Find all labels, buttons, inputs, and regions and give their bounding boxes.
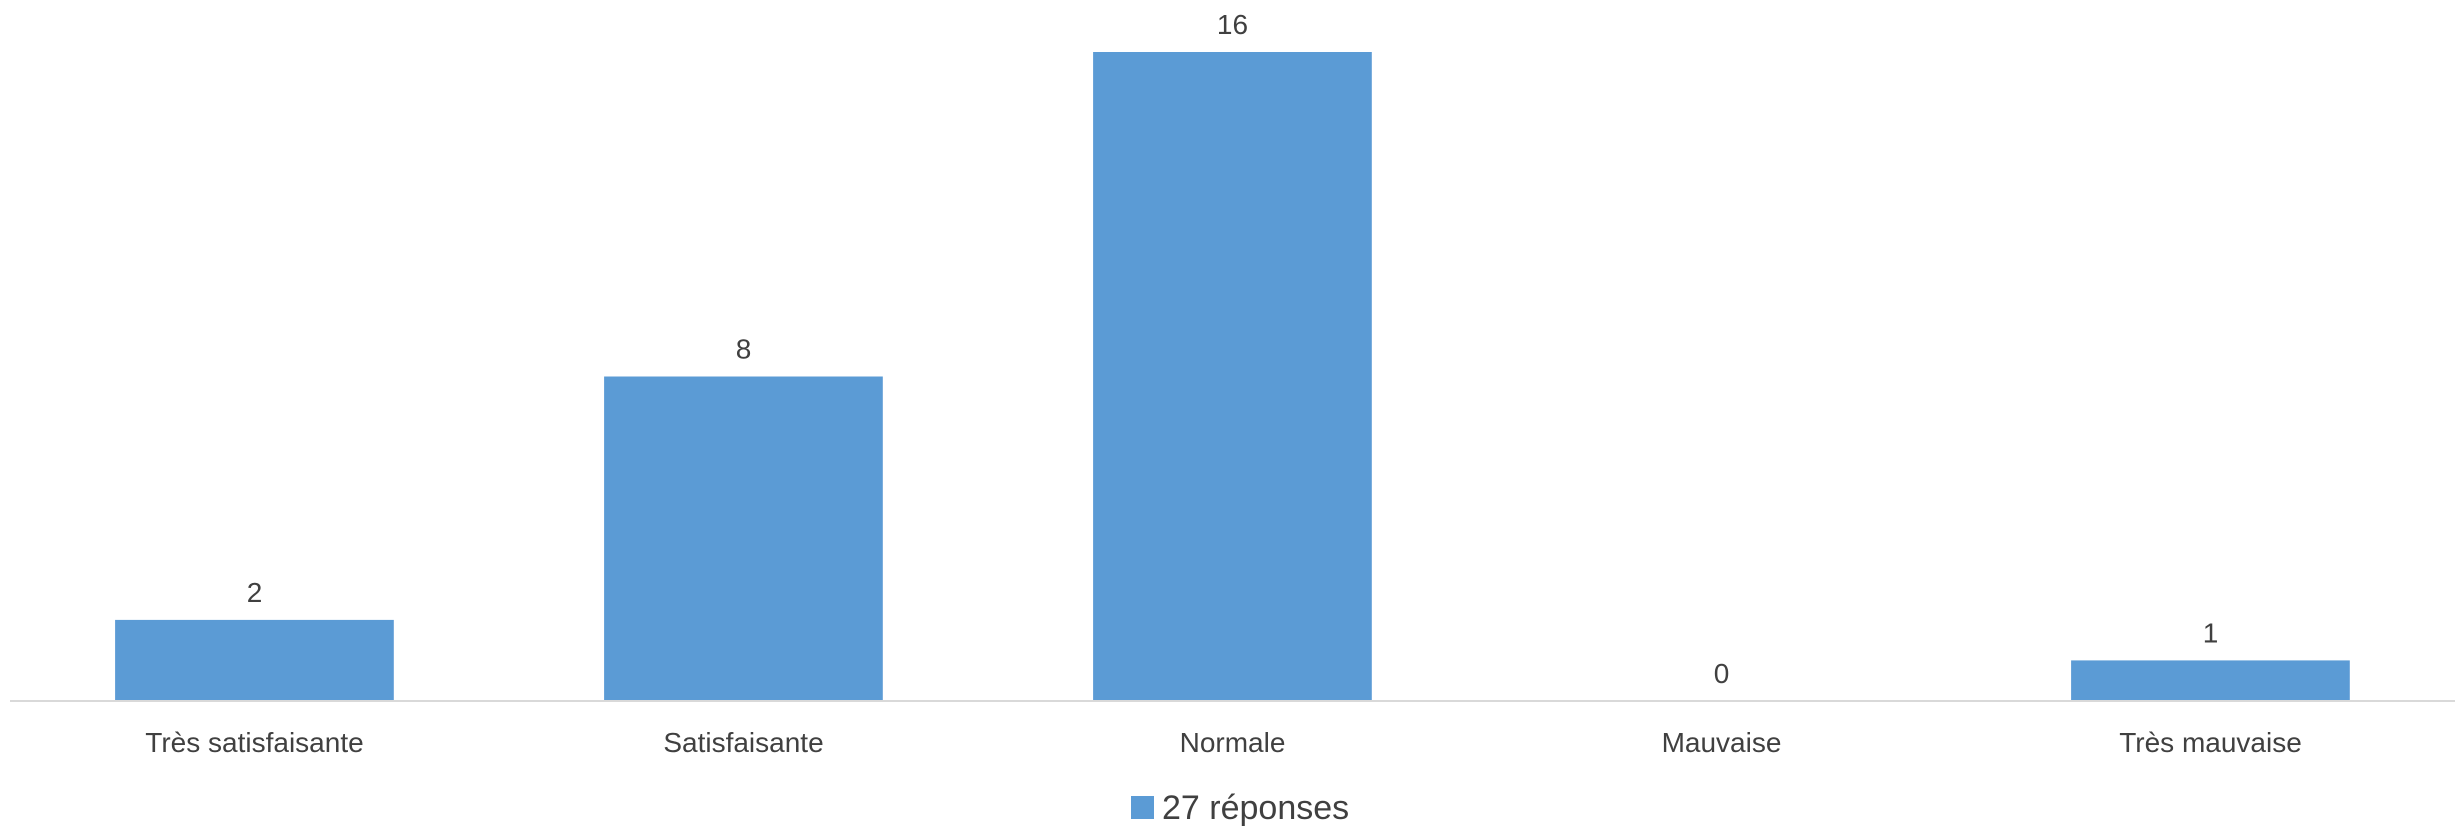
bar	[2071, 660, 2350, 701]
category-label: Mauvaise	[1662, 727, 1782, 758]
category-label: Normale	[1180, 727, 1286, 758]
data-label: 8	[736, 334, 752, 365]
value-labels-group: 2 8 16 0 1	[247, 9, 2219, 689]
bars-group	[115, 52, 2350, 701]
data-label: 16	[1217, 9, 1248, 40]
data-label: 0	[1714, 658, 1730, 689]
legend-label: 27 réponses	[1162, 789, 1349, 827]
category-label: Très satisfaisante	[145, 727, 363, 758]
category-label: Très mauvaise	[2119, 727, 2302, 758]
bar	[604, 376, 883, 701]
legend: 27 réponses	[1131, 789, 1349, 827]
bar	[115, 619, 394, 701]
data-label: 1	[2203, 617, 2219, 648]
category-labels-group: Très satisfaisante Satisfaisante Normale Ma…	[145, 727, 2301, 758]
legend-swatch	[1131, 796, 1154, 819]
data-label: 2	[247, 577, 263, 608]
category-label: Satisfaisante	[663, 727, 823, 758]
bar	[1093, 52, 1372, 701]
